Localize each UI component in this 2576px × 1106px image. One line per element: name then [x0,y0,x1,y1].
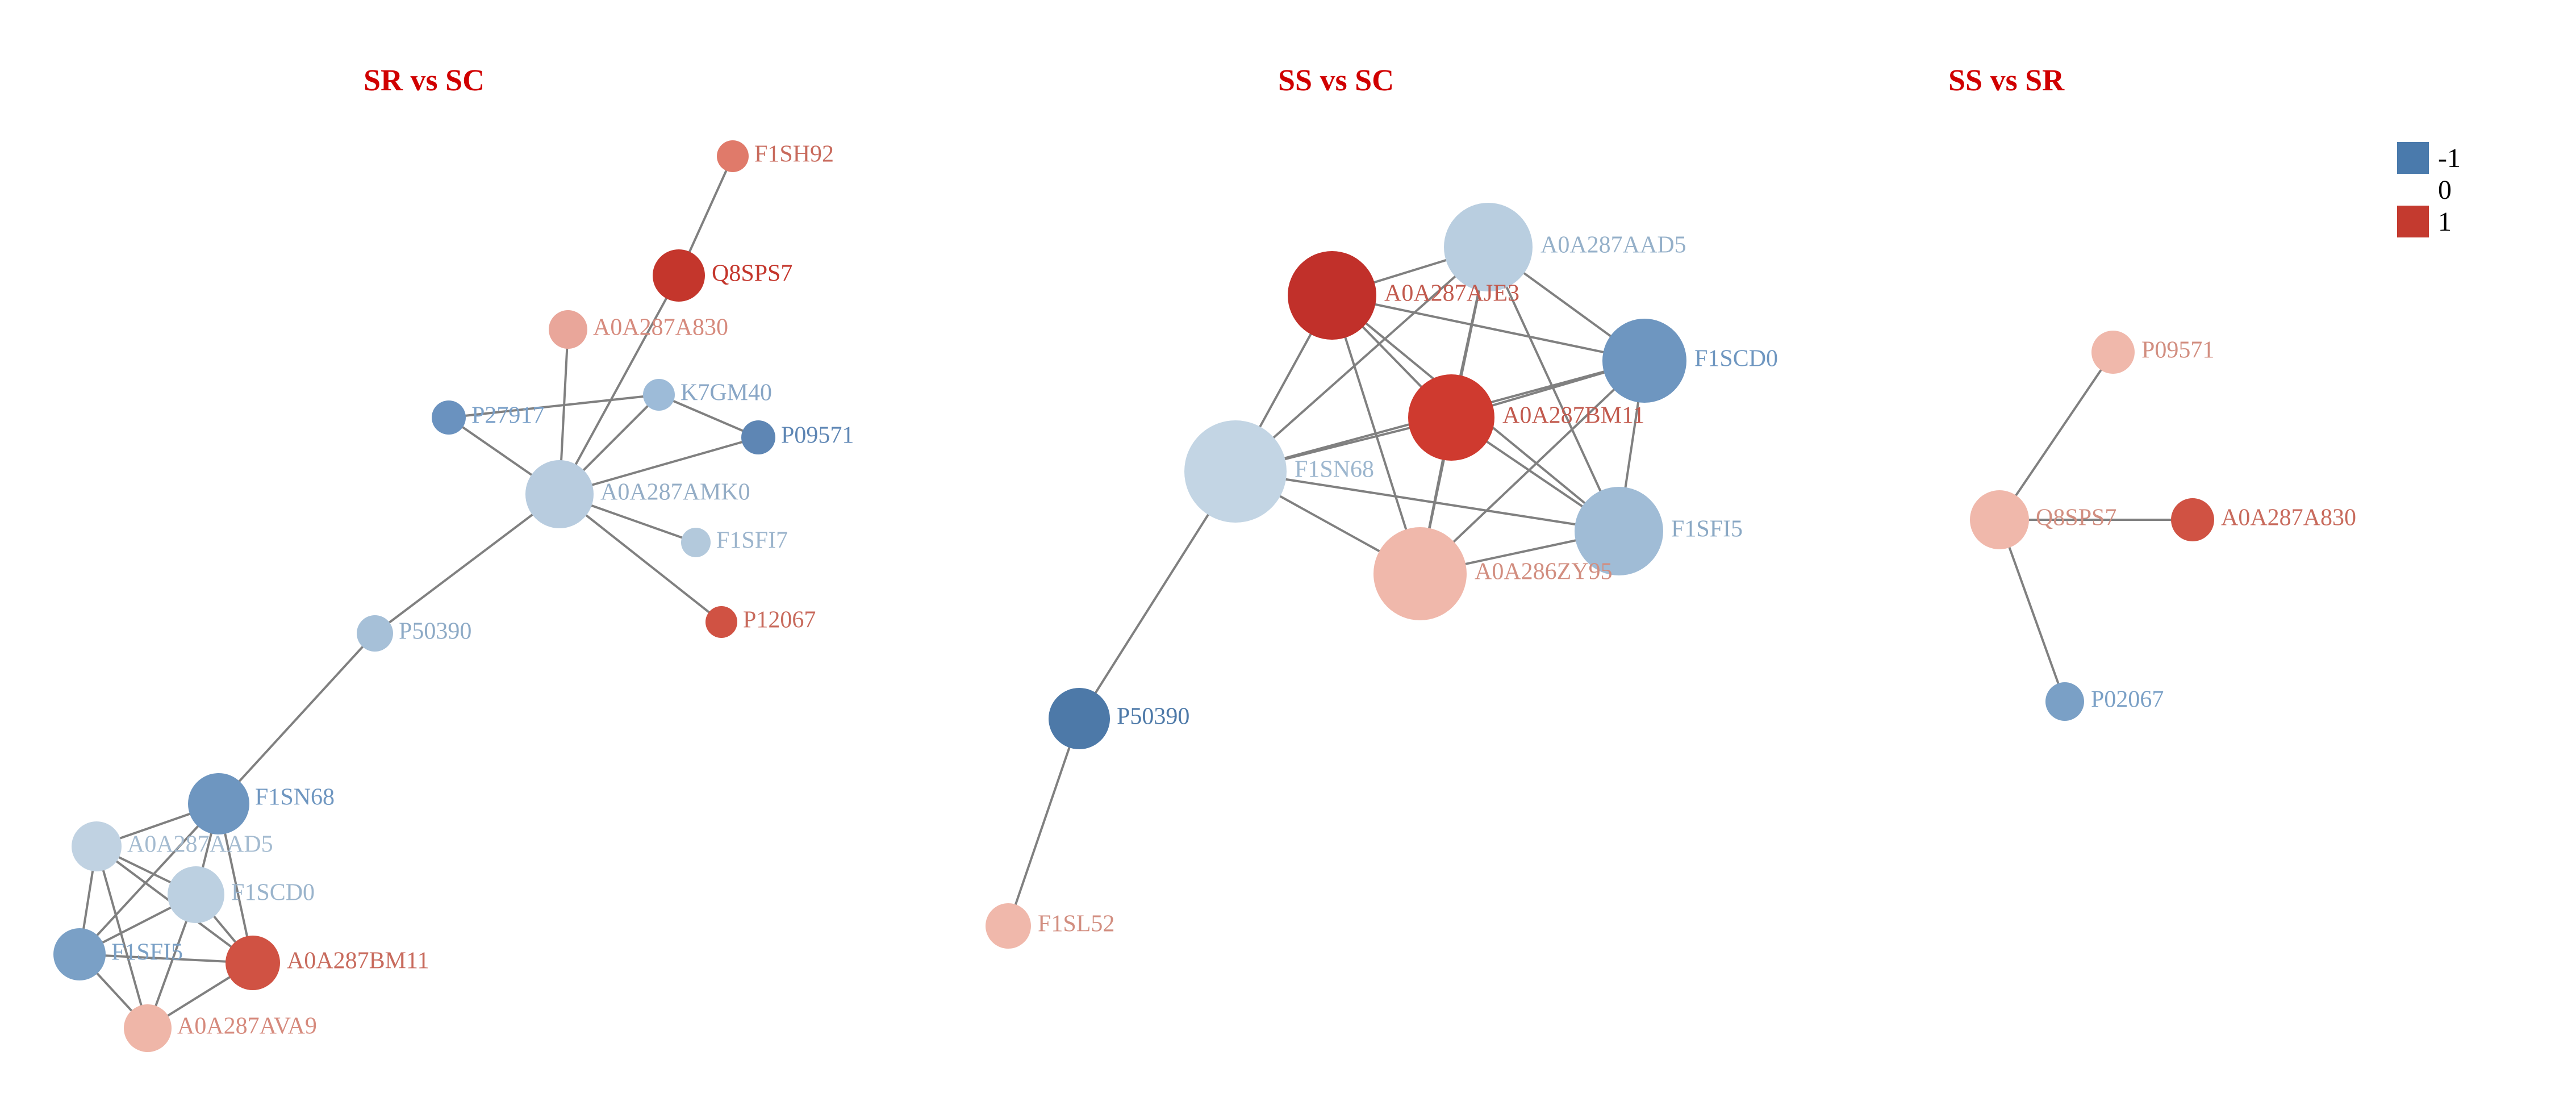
node-label-F1SFI5: F1SFI5 [111,940,183,966]
node-P50390 [357,615,393,652]
node-Q8SPS7 [1970,490,2029,549]
node-F1SFI7 [681,528,711,557]
edge [1999,352,2113,520]
legend-swatch-neg1 [2397,142,2429,174]
edge [1008,719,1079,926]
network-svg: F1SH92 Q8SPS7 A0A287A830 P27917 K7GM40 P09571… [0,0,2576,1106]
figure-stage: SR vs SC SS vs SC SS vs SR F1SH92Q8SPS7A… [0,0,2576,1106]
node-label-F1SL52: F1SL52 [1038,911,1114,937]
node-A0A287A830 [2171,498,2214,541]
labels-layer: F1SH92 Q8SPS7 A0A287A830 P27917 K7GM40 P09571… [111,141,2356,1040]
node-P27917 [432,400,466,435]
node-label-K7GM40: K7GM40 [680,380,772,406]
edge [375,494,560,633]
node-label-F1SCD0: F1SCD0 [1694,346,1778,372]
node-label-F1SN68: F1SN68 [255,784,335,811]
legend-swatch-pos1 [2397,206,2429,237]
node-A0A287AAD5 [72,821,122,871]
legend-swatch-zero [2397,174,2429,206]
node-label-F1SH92: F1SH92 [754,141,834,168]
node-label-A0A287BM11: A0A287BM11 [1502,403,1644,429]
node-P02067 [2045,682,2084,721]
node-A0A287AAD5 [1444,203,1533,291]
node-P12067 [705,606,737,638]
node-label-P09571: P09571 [2141,337,2214,364]
legend-item-zero: 0 [2397,174,2461,206]
node-F1SL52 [986,903,1031,949]
node-F1SH92 [717,140,749,172]
node-label-A0A287AAD5: A0A287AAD5 [127,832,273,858]
node-label-F1SN68: F1SN68 [1295,457,1374,483]
node-label-P12067: P12067 [743,607,816,633]
node-label-A0A287A830: A0A287A830 [2221,505,2356,531]
node-label-F1SFI7: F1SFI7 [716,528,788,554]
legend-label-neg1: -1 [2438,143,2461,174]
nodes-layer [53,140,2214,1052]
node-A0A287BM11 [226,936,280,990]
node-label-Q8SPS7: Q8SPS7 [712,261,792,287]
node-label-P02067: P02067 [2091,687,2164,713]
node-label-P50390: P50390 [399,619,471,645]
node-A0A287A830 [549,310,587,349]
node-label-P27917: P27917 [471,403,544,429]
edges-layer [80,156,2193,1028]
node-label-F1SFI5: F1SFI5 [1671,516,1743,542]
node-F1SFI5 [53,928,106,980]
node-label-A0A287AVA9: A0A287AVA9 [177,1013,317,1040]
legend-item-pos1: 1 [2397,206,2461,237]
node-F1SCD0 [168,866,224,923]
node-label-F1SCD0: F1SCD0 [231,880,315,906]
node-P09571 [741,420,775,454]
node-label-A0A287A830: A0A287A830 [593,315,728,341]
legend-item-neg1: -1 [2397,142,2461,174]
edge [1235,471,1619,531]
node-label-P50390: P50390 [1117,704,1189,730]
node-label-A0A286ZY95: A0A286ZY95 [1475,559,1613,585]
color-legend: -1 0 1 [2397,142,2461,237]
edge [219,633,375,804]
node-P50390 [1049,688,1110,749]
node-F1SCD0 [1602,319,1686,403]
node-F1SN68 [1184,420,1287,523]
node-A0A286ZY95 [1373,527,1467,620]
node-F1SN68 [188,773,249,834]
node-Q8SPS7 [653,249,705,302]
node-A0A287AMK0 [525,460,594,528]
node-label-A0A287AAD5: A0A287AAD5 [1540,232,1686,258]
node-K7GM40 [643,379,675,411]
node-A0A287AVA9 [124,1004,172,1052]
node-P09571 [2091,331,2135,374]
node-label-Q8SPS7: Q8SPS7 [2036,505,2116,531]
node-label-A0A287BM11: A0A287BM11 [287,948,429,974]
node-A0A287AJE3 [1288,251,1376,340]
legend-label-pos1: 1 [2438,206,2452,237]
node-label-A0A287AJE3: A0A287AJE3 [1384,281,1519,307]
node-A0A287BM11 [1408,374,1494,461]
node-label-P09571: P09571 [781,423,854,449]
node-label-A0A287AMK0: A0A287AMK0 [600,479,750,506]
legend-label-zero: 0 [2438,174,2452,206]
